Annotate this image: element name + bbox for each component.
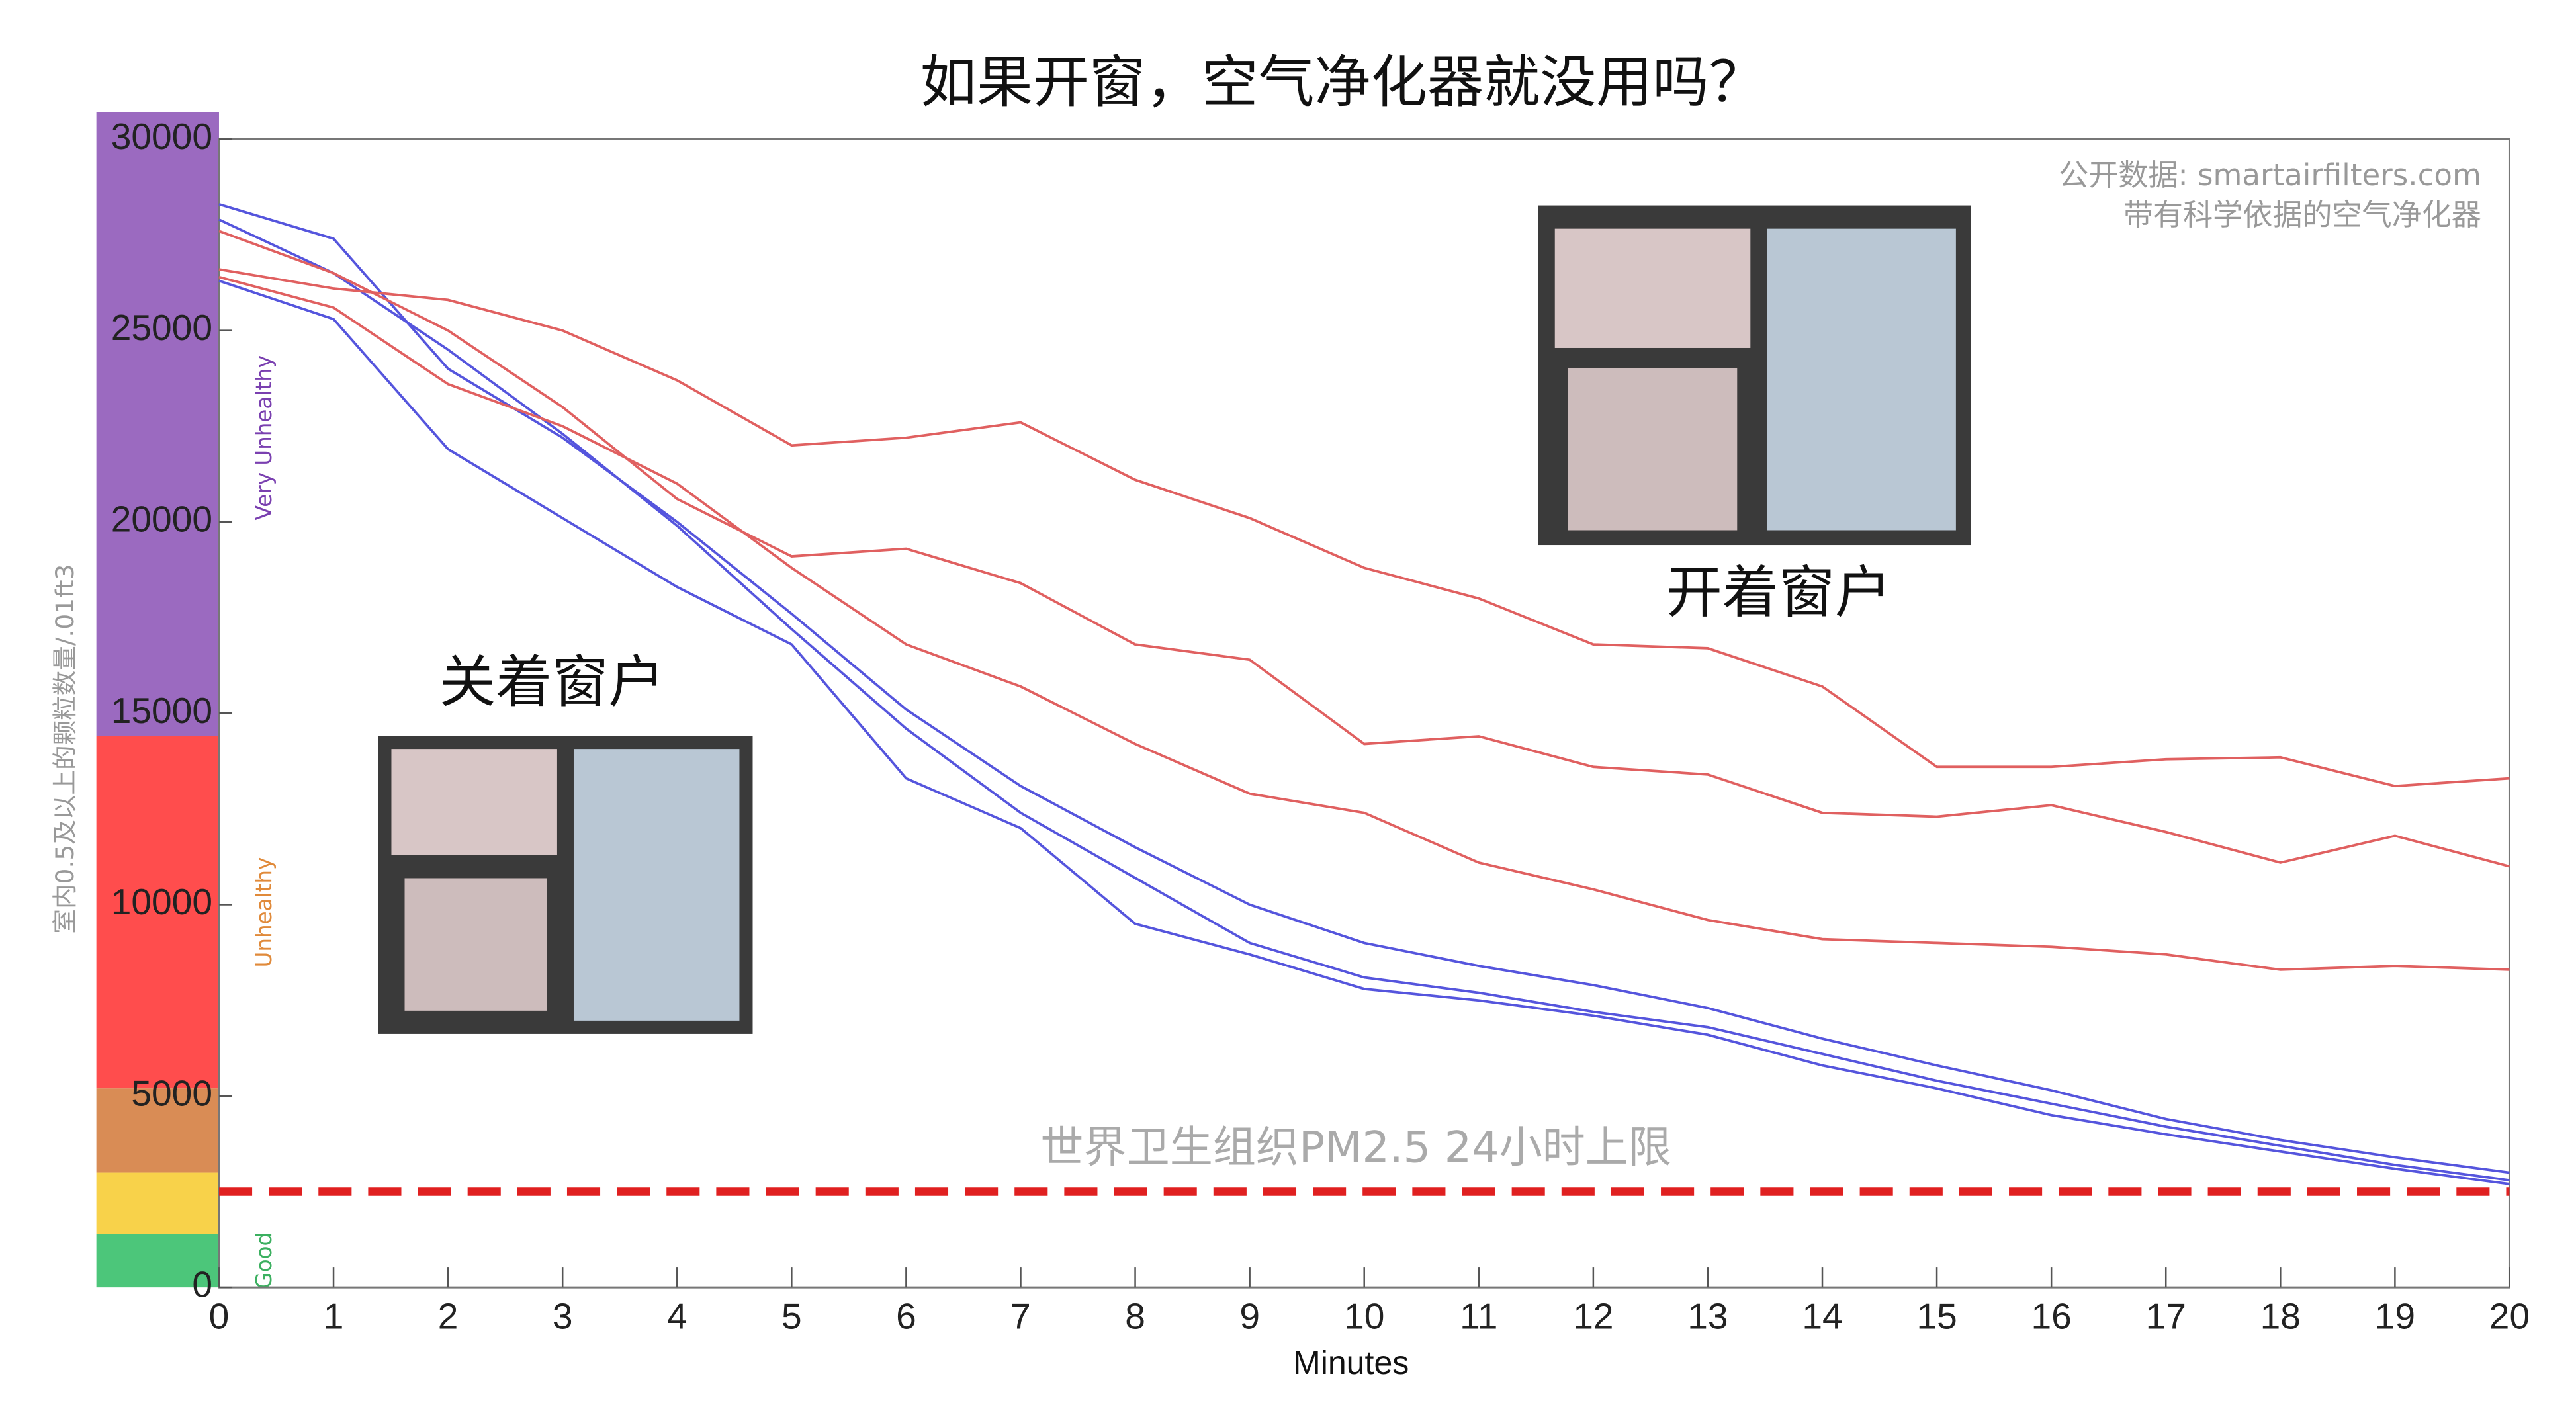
aqi-band [96, 112, 219, 736]
x-tick-label: 14 [1802, 1295, 1842, 1336]
x-tick-label: 16 [2031, 1295, 2072, 1336]
x-tick-label: 7 [1010, 1295, 1031, 1336]
x-tick-label: 19 [2375, 1295, 2415, 1336]
chart-title: 如果开窗，空气净化器就没用吗？ [920, 50, 1765, 116]
y-tick-label: 5000 [131, 1072, 212, 1113]
x-tick-label: 3 [553, 1295, 573, 1336]
x-tick-label: 9 [1239, 1295, 1260, 1336]
annotation: 开着窗户 [1666, 560, 1892, 626]
reference-label: 世界卫生组织PM2.5 24小时上限 [1040, 1123, 1671, 1172]
x-tick-label: 8 [1125, 1295, 1145, 1336]
photo-closed [378, 736, 753, 1034]
source: 带有科学依据的空气净化器 [2123, 197, 2481, 232]
x-tick-label: 0 [209, 1295, 230, 1336]
x-tick-label: 18 [2260, 1295, 2301, 1336]
y-tick-label: 0 [192, 1264, 212, 1305]
y-tick-label: 15000 [111, 690, 212, 731]
band-label: Very Unhealthy [251, 355, 277, 521]
x-tick-label: 15 [1916, 1295, 1957, 1336]
aqi-band [96, 1088, 219, 1173]
x-tick-label: 5 [781, 1295, 802, 1336]
x-tick-label: 12 [1573, 1295, 1613, 1336]
x-tick-label: 10 [1344, 1295, 1384, 1336]
x-tick-label: 20 [2489, 1295, 2530, 1336]
y-tick-label: 20000 [111, 499, 212, 540]
y-axis-label: 室内0.5及以上的颗粒数量/.01ft3 [50, 564, 79, 934]
x-tick-label: 4 [667, 1295, 688, 1336]
series-line [218, 268, 2510, 788]
x-tick-label: 1 [324, 1295, 344, 1336]
aqi-band [96, 736, 219, 1089]
x-tick-label: 6 [896, 1295, 916, 1336]
x-tick-label: 17 [2146, 1295, 2186, 1336]
y-tick-label: 10000 [111, 881, 212, 922]
annotation: 关着窗户 [439, 650, 665, 715]
source: 公开数据: smartairfilters.com [2059, 157, 2481, 193]
y-tick-label: 25000 [111, 307, 212, 348]
aqi-band [96, 1234, 219, 1288]
y-tick-label: 30000 [111, 116, 212, 157]
x-tick-label: 11 [1460, 1295, 1497, 1336]
aqi-band [96, 1172, 219, 1234]
series-line [218, 218, 2510, 1181]
photo-open [1538, 205, 1971, 546]
series-line [218, 275, 2510, 971]
x-tick-label: 13 [1687, 1295, 1728, 1336]
x-tick-label: 2 [438, 1295, 459, 1336]
band-label: Good [251, 1232, 277, 1289]
series-line [218, 230, 2510, 868]
band-label: Unhealthy [251, 857, 277, 968]
x-axis-label: Minutes [1293, 1344, 1409, 1381]
series-line [218, 279, 2510, 1185]
